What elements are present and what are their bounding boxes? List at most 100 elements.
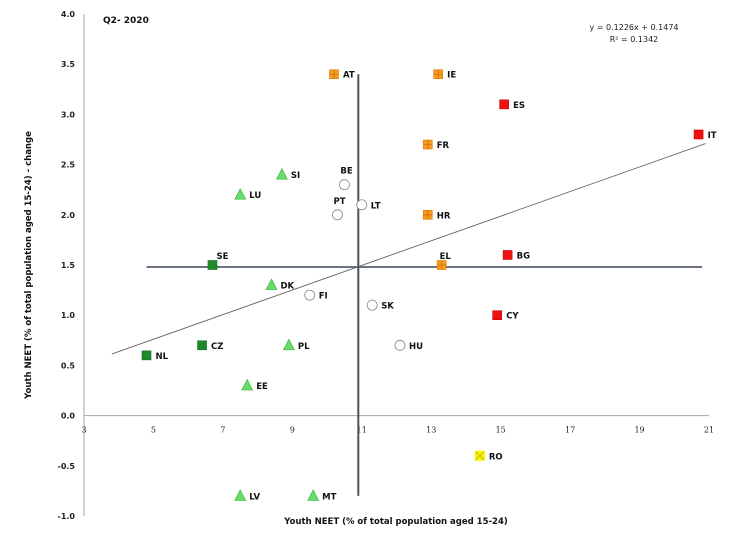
y-tick-label: 0.5 — [61, 361, 76, 370]
x-tick-label: 5 — [151, 426, 156, 435]
data-point-pt: PT — [332, 197, 346, 221]
data-point-el: EL — [436, 252, 452, 270]
point-label: MT — [322, 492, 336, 502]
point-marker — [332, 209, 343, 221]
y-tick-label: 3.0 — [61, 110, 76, 119]
point-label: LV — [249, 492, 260, 502]
point-label: SK — [381, 302, 394, 312]
point-marker — [693, 129, 704, 140]
x-tick-label: 21 — [704, 426, 714, 435]
point-label: CY — [506, 312, 519, 322]
point-marker-cross — [433, 69, 443, 79]
y-tick-label: 2.5 — [61, 161, 76, 170]
point-marker-cross — [423, 140, 433, 150]
point-marker-cross — [329, 69, 339, 79]
point-label: IE — [447, 71, 456, 81]
point-label: SI — [291, 171, 300, 181]
point-marker-cross — [423, 210, 433, 220]
data-point-es: ES — [499, 99, 525, 111]
x-tick-label: 19 — [634, 426, 644, 435]
data-point-it: IT — [693, 129, 717, 141]
x-tick-label: 17 — [565, 426, 575, 435]
point-marker — [141, 350, 152, 361]
point-label: PL — [298, 342, 310, 352]
point-label: HU — [409, 342, 423, 352]
point-marker — [282, 338, 295, 351]
data-point-cy: CY — [492, 310, 519, 322]
trendline-r-squared: R² = 0.1342 — [610, 35, 659, 44]
data-point-lu: LU — [234, 188, 261, 201]
y-tick-label: 4.0 — [61, 10, 76, 19]
x-tick-label: 3 — [81, 426, 86, 435]
data-point-ie: IE — [433, 69, 456, 81]
trendline — [111, 143, 706, 355]
x-tick-label: 7 — [220, 426, 225, 435]
x-tick-label: 15 — [496, 426, 506, 435]
trendline-equation: y = 0.1226x + 0.1474 — [589, 23, 678, 32]
point-label: ES — [513, 101, 525, 111]
point-marker — [394, 339, 406, 351]
point-marker-cross — [437, 260, 447, 270]
point-label: EE — [256, 382, 268, 392]
point-marker — [241, 378, 254, 391]
point-marker — [275, 167, 288, 180]
y-tick-label: -1.0 — [58, 512, 76, 521]
data-point-se: SE — [207, 252, 229, 270]
data-point-lt: LT — [356, 199, 381, 211]
point-marker — [197, 340, 207, 351]
point-marker — [356, 199, 368, 211]
data-point-at: AT — [329, 69, 355, 81]
point-marker-x — [475, 451, 485, 461]
point-label: RO — [489, 452, 503, 462]
point-label: CZ — [211, 342, 223, 352]
data-point-sk: SK — [366, 299, 394, 312]
point-label: SE — [216, 252, 228, 262]
axes — [83, 14, 709, 516]
x-tick-labels: 3 5 7 9 11 13 15 17 19 21 — [81, 426, 714, 435]
point-label: AT — [343, 71, 355, 81]
x-tick-label: 11 — [357, 426, 367, 435]
data-point-si: SI — [275, 167, 300, 181]
data-point-nl: NL — [141, 350, 169, 362]
point-label: PT — [333, 197, 345, 207]
data-point-lv: LV — [234, 489, 260, 502]
data-point-cz: CZ — [197, 340, 223, 352]
data-point-be: BE — [339, 167, 353, 191]
x-tick-label: 13 — [426, 426, 436, 435]
point-label: LT — [371, 201, 381, 211]
data-point-hr: HR — [422, 210, 451, 221]
point-marker — [234, 188, 247, 200]
data-point-mt: MT — [307, 489, 337, 502]
point-marker — [304, 289, 316, 301]
y-tick-label: 1.0 — [61, 311, 76, 320]
point-marker — [339, 179, 350, 191]
point-marker — [265, 278, 278, 290]
point-label: BG — [517, 251, 530, 261]
point-label: LU — [249, 191, 261, 201]
x-axis-title: Youth NEET (% of total population aged 1… — [283, 517, 508, 527]
point-label: HR — [437, 211, 451, 221]
data-point-fi: FI — [304, 289, 328, 302]
y-tick-label: 1.5 — [61, 261, 76, 270]
point-label: EL — [440, 252, 452, 262]
point-marker — [207, 260, 218, 270]
data-point-pl: PL — [282, 338, 310, 352]
point-label: DK — [281, 282, 295, 292]
point-label: FR — [437, 141, 450, 151]
y-tick-label: 0.0 — [61, 412, 76, 421]
y-tick-label: 2.0 — [61, 211, 76, 220]
point-label: NL — [156, 352, 169, 362]
data-point-hu: HU — [394, 339, 423, 352]
x-tick-label: 9 — [290, 426, 295, 435]
point-marker — [492, 310, 502, 321]
point-marker — [307, 489, 320, 501]
quadrant-lines — [146, 74, 703, 496]
point-label: IT — [708, 131, 717, 141]
data-point-bg: BG — [502, 250, 530, 261]
y-tick-labels: 4.0 3.5 3.0 2.5 2.0 1.5 1.0 0.5 0.0 -0.5 -1.0 — [58, 10, 76, 521]
point-label: BE — [340, 167, 352, 177]
data-point-dk: DK — [265, 278, 295, 292]
data-point-ro: RO — [474, 450, 503, 462]
y-tick-label: -0.5 — [58, 462, 76, 471]
